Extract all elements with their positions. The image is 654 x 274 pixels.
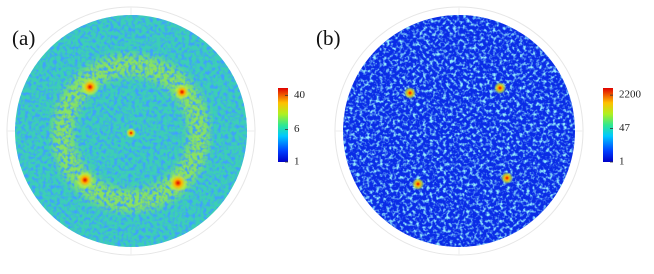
hot-spot	[501, 172, 513, 184]
hot-spot	[76, 171, 94, 189]
pole-figure-b	[334, 6, 584, 256]
hot-spot	[494, 82, 506, 94]
colorbar-tick-label: 1	[619, 156, 625, 168]
colorbar-tick-label: 40	[294, 89, 306, 101]
colorbar	[278, 88, 288, 162]
colorbar-tick-label: 47	[619, 122, 631, 134]
hot-spot	[412, 178, 424, 190]
colorbar-tick-label: 1	[294, 156, 300, 168]
colorbar-tick-label: 6	[294, 123, 300, 135]
colorbar	[603, 88, 613, 162]
hot-spot	[174, 84, 190, 100]
panel-label: (a)	[12, 26, 35, 50]
speckle	[343, 15, 575, 247]
hot-spot	[126, 128, 136, 138]
colorbar-tick-label: 2200	[619, 89, 642, 101]
pole-figure-a	[6, 6, 256, 256]
hot-spot	[81, 78, 99, 96]
hot-spot	[404, 87, 416, 99]
panel-label: (b)	[316, 26, 341, 50]
hot-spot	[168, 173, 188, 193]
